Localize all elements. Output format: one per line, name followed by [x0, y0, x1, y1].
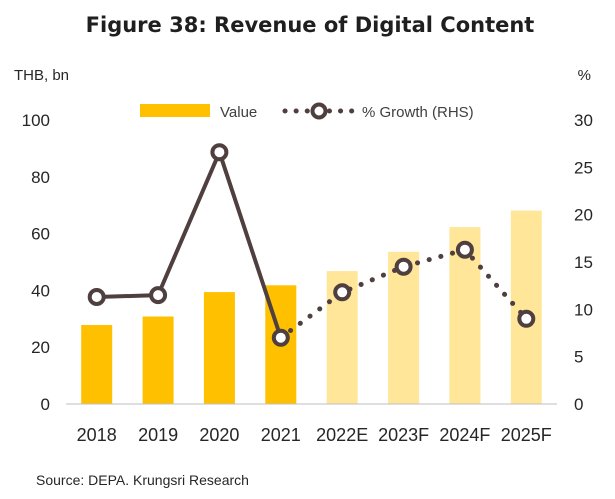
right-tick-label: 5 — [574, 348, 583, 367]
left-tick-label: 100 — [22, 111, 50, 130]
right-tick-label: 0 — [574, 395, 583, 414]
right-tick-label: 10 — [574, 300, 593, 319]
bars-layer — [81, 210, 542, 404]
left-tick-label: 80 — [31, 168, 50, 187]
tick-labels-layer: 0 20 40 60 80 100 0 5 10 15 20 25 30 2018 2019 2020 2021… — [22, 111, 593, 445]
left-axis-unit: THB, bn — [14, 67, 69, 84]
growth-point-2022e — [333, 283, 352, 302]
x-tick-label: 2022E — [316, 425, 368, 445]
x-tick-label: 2020 — [199, 425, 239, 445]
bar-2019 — [142, 316, 174, 404]
x-tick-label: 2019 — [138, 425, 178, 445]
legend-label-growth: % Growth (RHS) — [362, 104, 474, 121]
x-tick-label: 2025F — [501, 425, 552, 445]
right-tick-label: 20 — [574, 206, 593, 225]
legend-label-value: Value — [220, 104, 257, 121]
right-tick-label: 30 — [574, 111, 593, 130]
growth-line-actual — [96, 150, 283, 339]
growth-point-2021 — [271, 328, 290, 347]
x-tick-label: 2024F — [439, 425, 490, 445]
left-tick-label: 0 — [41, 395, 50, 414]
left-tick-label: 20 — [31, 338, 50, 357]
legend-swatch-value — [140, 104, 210, 117]
growth-point-2020 — [210, 143, 229, 162]
legend: Value % Growth (RHS) — [140, 102, 474, 121]
growth-point-2023f — [394, 257, 413, 276]
bar-2020 — [203, 292, 235, 404]
chart-title: Figure 38: Revenue of Digital Content — [86, 13, 535, 37]
right-axis-unit: % — [578, 67, 591, 84]
right-tick-label: 15 — [574, 253, 593, 272]
bar-2025f — [510, 210, 542, 404]
growth-line-layer — [87, 143, 536, 347]
left-tick-label: 60 — [31, 225, 50, 244]
growth-point-2024f — [455, 240, 474, 259]
bar-2018 — [81, 325, 113, 404]
right-tick-label: 25 — [574, 158, 593, 177]
left-tick-label: 40 — [31, 281, 50, 300]
growth-point-2018 — [87, 288, 106, 306]
source-note: Source: DEPA. Krungsri Research — [36, 472, 249, 488]
x-tick-label: 2018 — [77, 425, 117, 445]
x-tick-label: 2023F — [378, 425, 429, 445]
bar-2023f — [388, 251, 420, 404]
x-tick-label: 2021 — [261, 425, 301, 445]
growth-point-2019 — [149, 286, 168, 305]
growth-point-2025f — [517, 309, 536, 328]
legend-marker-growth — [310, 102, 328, 120]
